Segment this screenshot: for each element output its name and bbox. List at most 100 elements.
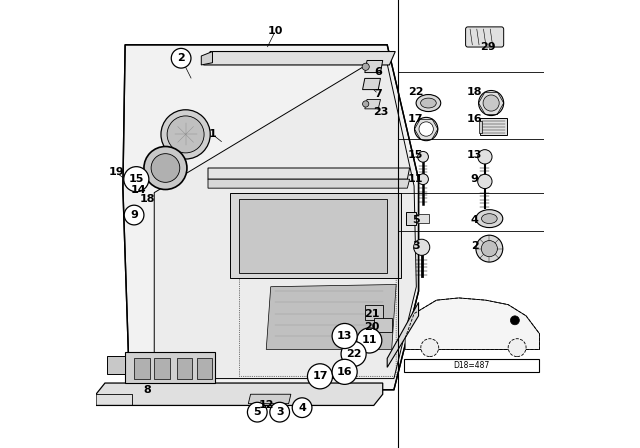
Polygon shape: [208, 179, 410, 188]
Circle shape: [477, 174, 492, 189]
Polygon shape: [204, 52, 396, 65]
Circle shape: [418, 151, 428, 162]
Ellipse shape: [416, 95, 441, 112]
Text: 29: 29: [480, 42, 496, 52]
Text: 16: 16: [337, 367, 353, 377]
Polygon shape: [154, 54, 416, 379]
Polygon shape: [365, 60, 383, 73]
Circle shape: [362, 101, 369, 107]
Text: 9: 9: [470, 174, 479, 184]
Text: 3: 3: [276, 407, 284, 417]
Circle shape: [481, 241, 497, 257]
Text: 22: 22: [346, 349, 362, 359]
Text: 7: 7: [374, 89, 382, 99]
Circle shape: [332, 323, 357, 349]
Circle shape: [362, 63, 369, 70]
Circle shape: [341, 341, 366, 366]
Polygon shape: [208, 168, 410, 179]
Bar: [196, 358, 212, 379]
Text: 16: 16: [467, 114, 483, 124]
Ellipse shape: [476, 210, 503, 228]
Bar: [404, 359, 539, 372]
Text: 12: 12: [259, 401, 274, 410]
Polygon shape: [387, 302, 419, 367]
Text: 17: 17: [312, 371, 328, 381]
Polygon shape: [374, 318, 392, 332]
Circle shape: [161, 110, 210, 159]
Circle shape: [483, 95, 499, 111]
Circle shape: [476, 235, 503, 262]
Polygon shape: [362, 78, 380, 90]
Text: 11: 11: [408, 174, 424, 184]
Circle shape: [356, 328, 382, 353]
Circle shape: [270, 402, 289, 422]
Text: 5: 5: [253, 407, 261, 417]
Text: 18: 18: [467, 87, 483, 97]
Polygon shape: [201, 52, 212, 65]
Text: 15: 15: [408, 150, 424, 159]
Polygon shape: [365, 305, 383, 320]
Polygon shape: [107, 356, 125, 374]
Bar: [406, 212, 416, 225]
Text: 8: 8: [143, 385, 152, 395]
Polygon shape: [405, 298, 540, 349]
Circle shape: [332, 359, 357, 384]
Polygon shape: [266, 284, 396, 349]
Polygon shape: [230, 193, 401, 278]
Circle shape: [418, 174, 428, 185]
Bar: [481, 118, 508, 135]
Text: 22: 22: [408, 87, 424, 97]
Text: 18: 18: [140, 194, 156, 204]
Text: 19: 19: [108, 168, 124, 177]
Circle shape: [415, 117, 438, 141]
Text: 15: 15: [129, 174, 144, 184]
Circle shape: [413, 239, 430, 255]
Polygon shape: [125, 352, 214, 383]
Text: 10: 10: [268, 26, 283, 36]
Text: 5: 5: [412, 215, 420, 224]
Circle shape: [248, 402, 267, 422]
Polygon shape: [96, 383, 383, 405]
Ellipse shape: [420, 98, 436, 108]
Circle shape: [124, 167, 149, 192]
Ellipse shape: [481, 214, 497, 224]
Circle shape: [292, 398, 312, 418]
Circle shape: [167, 116, 204, 153]
Text: 4: 4: [470, 215, 479, 224]
Text: 13: 13: [337, 331, 353, 341]
Bar: [134, 358, 150, 379]
Bar: [177, 358, 192, 379]
Text: D18=487: D18=487: [453, 361, 490, 370]
Text: 13: 13: [467, 150, 483, 159]
Circle shape: [144, 146, 187, 190]
Circle shape: [172, 48, 191, 68]
Text: 17: 17: [408, 114, 424, 124]
Circle shape: [508, 339, 526, 357]
Circle shape: [307, 364, 333, 389]
Polygon shape: [123, 45, 419, 390]
Circle shape: [511, 316, 520, 325]
Circle shape: [477, 150, 492, 164]
Text: 1: 1: [209, 129, 216, 139]
Text: 4: 4: [298, 403, 306, 413]
Text: 20: 20: [364, 322, 380, 332]
Text: 23: 23: [372, 107, 388, 117]
Bar: [416, 214, 429, 223]
Text: 3: 3: [412, 241, 420, 251]
Circle shape: [421, 339, 439, 357]
Bar: [479, 121, 482, 133]
Circle shape: [124, 205, 144, 225]
Circle shape: [151, 154, 180, 182]
Polygon shape: [248, 394, 291, 404]
FancyBboxPatch shape: [465, 27, 504, 47]
Text: 2: 2: [470, 241, 479, 251]
Text: 21: 21: [364, 309, 380, 319]
Circle shape: [419, 122, 433, 136]
Text: 6: 6: [374, 67, 382, 77]
Text: 9: 9: [130, 210, 138, 220]
Polygon shape: [365, 99, 380, 109]
Bar: [154, 358, 170, 379]
Polygon shape: [239, 199, 387, 273]
Text: 2: 2: [177, 53, 185, 63]
Circle shape: [479, 90, 504, 116]
